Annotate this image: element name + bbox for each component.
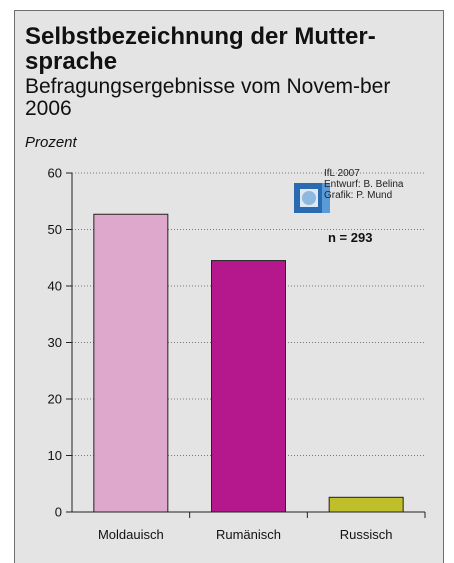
x-tick-label: Rumänisch [216,527,281,542]
ifl-globe-logo-icon [294,183,330,213]
axes: 0 10 20 30 40 50 60 Moldauisch Rumänisch Russisch [48,166,426,542]
y-tick-label: 40 [48,279,62,294]
bar-russisch [328,496,404,513]
x-tick-label: Russisch [340,527,393,542]
y-tick-label: 0 [55,505,62,520]
credits: IfL 2007 Entwurf: B. Belina Grafik: P. M… [324,168,403,201]
gridlines [72,172,425,456]
y-axis-label: Prozent [25,134,77,151]
y-tick-label: 30 [48,335,62,350]
sample-size-label: n = 293 [328,230,373,245]
y-tick-label: 20 [48,392,62,407]
bar-moldauisch [93,213,169,513]
y-tick-label: 10 [48,448,62,463]
y-tick-label: 50 [48,222,62,237]
credit-line-1: IfL 2007 [324,168,360,179]
y-tick-label: 60 [48,166,62,181]
x-tick-label: Moldauisch [98,527,164,542]
credit-line-2: Entwurf: B. Belina [324,179,404,190]
bars [93,213,404,513]
credit-line-3: Grafik: P. Mund [324,190,393,201]
bar-rumänisch [211,260,286,513]
chart-subtitle: Befragungsergebnisse vom Novem-ber 2006 [25,75,391,120]
chart-title: Selbstbezeichnung der Mutter-sprache [25,23,376,75]
